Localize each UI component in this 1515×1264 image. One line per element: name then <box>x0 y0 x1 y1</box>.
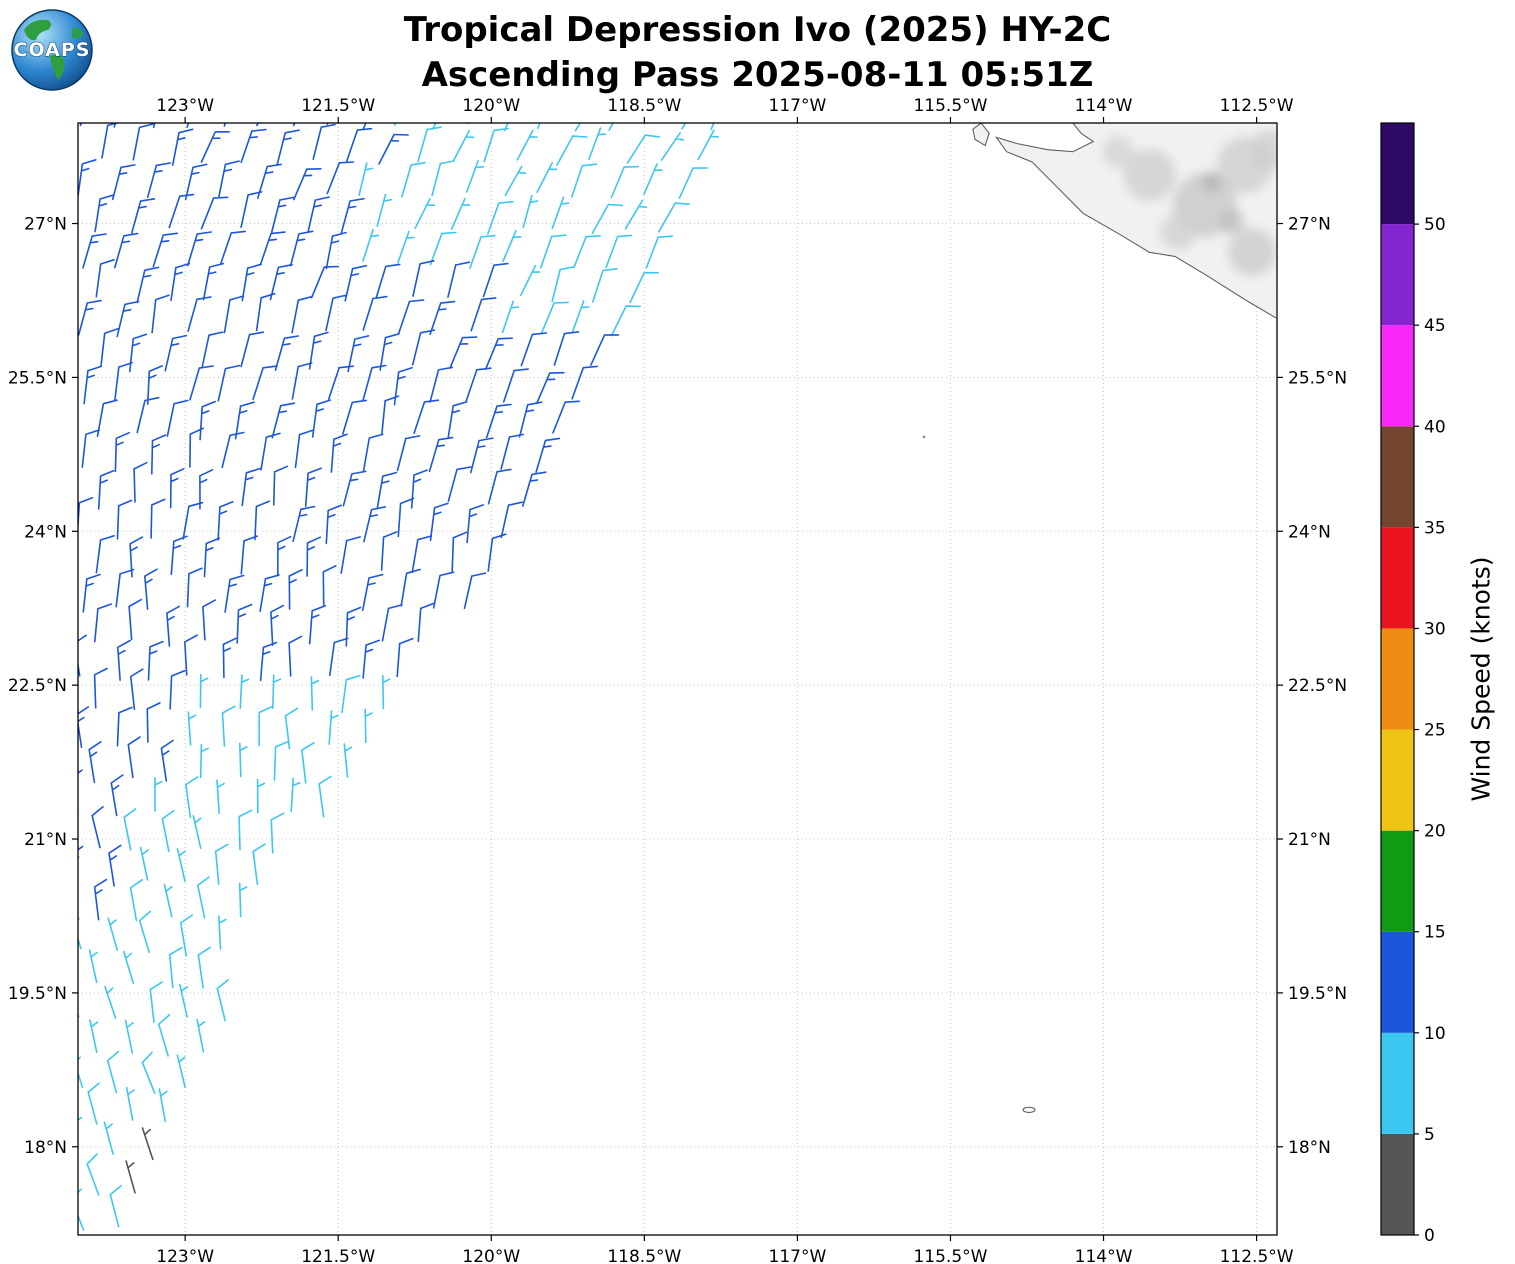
colorbar-frame <box>1380 122 1415 1236</box>
y-tick-label-right: 22.5°N <box>1288 676 1347 696</box>
plot-frame <box>77 122 1278 1236</box>
colorbar-segment <box>1381 325 1414 427</box>
colorbar-tick-label: 35 <box>1424 518 1446 538</box>
y-tick-label-left: 27°N <box>24 215 67 235</box>
terrain-patch <box>1220 210 1244 234</box>
colorbar-tick-label: 25 <box>1424 721 1446 741</box>
baja-california-land <box>922 123 1277 1113</box>
y-tick-label-right: 21°N <box>1288 830 1331 850</box>
colorbar-segment <box>1381 729 1414 831</box>
y-tick-label-left: 21°N <box>24 830 67 850</box>
x-tick-label-bottom: 114°W <box>1075 1247 1133 1264</box>
colorbar-label: Wind Speed (knots) <box>1466 556 1496 802</box>
colorbar-tick-label: 45 <box>1424 316 1446 336</box>
colorbar-segment <box>1381 1133 1414 1235</box>
logo-land-south-america <box>50 54 65 80</box>
wind-barbs <box>78 123 719 1231</box>
colorbar-tick-label: 40 <box>1424 417 1446 437</box>
colorbar-tick-label: 5 <box>1424 1125 1435 1145</box>
x-tick-label-top: 118.5°W <box>607 96 681 116</box>
colorbar-segment <box>1381 224 1414 326</box>
colorbar: 0 5 10 15 20 25 30 35 40 45 50 <box>1380 122 1446 1246</box>
x-tick-label-top: 112.5°W <box>1220 96 1294 116</box>
y-tick-label-left: 22.5°N <box>8 676 67 696</box>
plot-title-line2: Ascending Pass 2025-08-11 05:51Z <box>421 54 1094 95</box>
colorbar-segment <box>1381 830 1414 932</box>
y-tick-label-right: 25.5°N <box>1288 368 1347 388</box>
coaps-logo: COAPS <box>11 9 93 91</box>
x-tick-label-bottom: 120°W <box>462 1247 520 1264</box>
x-tick-label-bottom: 117°W <box>769 1247 827 1264</box>
plot-title-line1: Tropical Depression Ivo (2025) HY-2C <box>403 10 1112 50</box>
x-tick-label-top: 123°W <box>156 96 214 116</box>
terrain-shading <box>1102 130 1277 276</box>
colorbar-tick-label: 15 <box>1424 923 1446 943</box>
x-tick-label-top: 120°W <box>462 96 520 116</box>
wind-barb-layer <box>78 123 719 1231</box>
colorbar-tick-label: 0 <box>1424 1226 1435 1246</box>
y-tick-label-right: 24°N <box>1288 522 1331 542</box>
wind-barb-layer <box>78 123 620 921</box>
colorbar-segment <box>1381 527 1414 629</box>
small-island-dot <box>922 435 926 439</box>
x-tick-label-bottom: 118.5°W <box>607 1247 681 1264</box>
land-fill <box>996 123 1277 318</box>
x-tick-label-top: 121.5°W <box>301 96 375 116</box>
y-tick-label-left: 18°N <box>24 1138 67 1158</box>
logo-land-north-america <box>24 19 51 41</box>
axis-labels: 123°W 123°W 121.5°W 121.5°W 120°W 120°W 118.5°… <box>8 96 1347 1264</box>
x-tick-label-bottom: 121.5°W <box>301 1247 375 1264</box>
terrain-patch <box>1124 149 1176 201</box>
x-tick-label-top: 117°W <box>769 96 827 116</box>
clarion-island <box>1022 1106 1036 1113</box>
colorbar-segment <box>1381 931 1414 1033</box>
colorbar-segment <box>1381 426 1414 528</box>
colorbar-tick-label: 20 <box>1424 822 1446 842</box>
y-tick-label-left: 25.5°N <box>8 368 67 388</box>
terrain-patch <box>1228 228 1276 276</box>
terrain-patch <box>1102 136 1134 168</box>
coastline <box>995 123 1277 319</box>
colorbar-tick-label: 10 <box>1424 1024 1446 1044</box>
colorbar-tick-label: 50 <box>1424 215 1446 235</box>
y-tick-label-left: 24°N <box>24 522 67 542</box>
axis-ticks <box>72 117 1283 1241</box>
logo-text: COAPS <box>14 39 91 61</box>
colorbar-tick-label: 30 <box>1424 619 1446 639</box>
y-tick-label-right: 19.5°N <box>1288 984 1347 1004</box>
y-tick-label-right: 18°N <box>1288 1138 1331 1158</box>
terrain-patch <box>1202 172 1222 192</box>
grid-lines <box>78 123 1277 1235</box>
y-tick-label-left: 19.5°N <box>8 984 67 1004</box>
logo-land-europe <box>72 27 84 39</box>
plot-title: Tropical Depression Ivo (2025) HY-2C Asc… <box>0 8 1515 98</box>
x-tick-label-top: 114°W <box>1075 96 1133 116</box>
colorbar-segment <box>1381 1032 1414 1134</box>
colorbar-segment <box>1381 628 1414 730</box>
x-tick-label-bottom: 112.5°W <box>1220 1247 1294 1264</box>
terrain-patch <box>1160 214 1196 250</box>
terrain-patch <box>1250 130 1277 170</box>
x-tick-label-top: 115.5°W <box>913 96 987 116</box>
cedros-island <box>972 123 990 147</box>
x-tick-label-bottom: 115.5°W <box>913 1247 987 1264</box>
wind-barb-layer <box>125 1127 154 1194</box>
y-tick-label-right: 27°N <box>1288 215 1331 235</box>
x-tick-label-bottom: 123°W <box>156 1247 214 1264</box>
colorbar-segment <box>1381 123 1414 225</box>
